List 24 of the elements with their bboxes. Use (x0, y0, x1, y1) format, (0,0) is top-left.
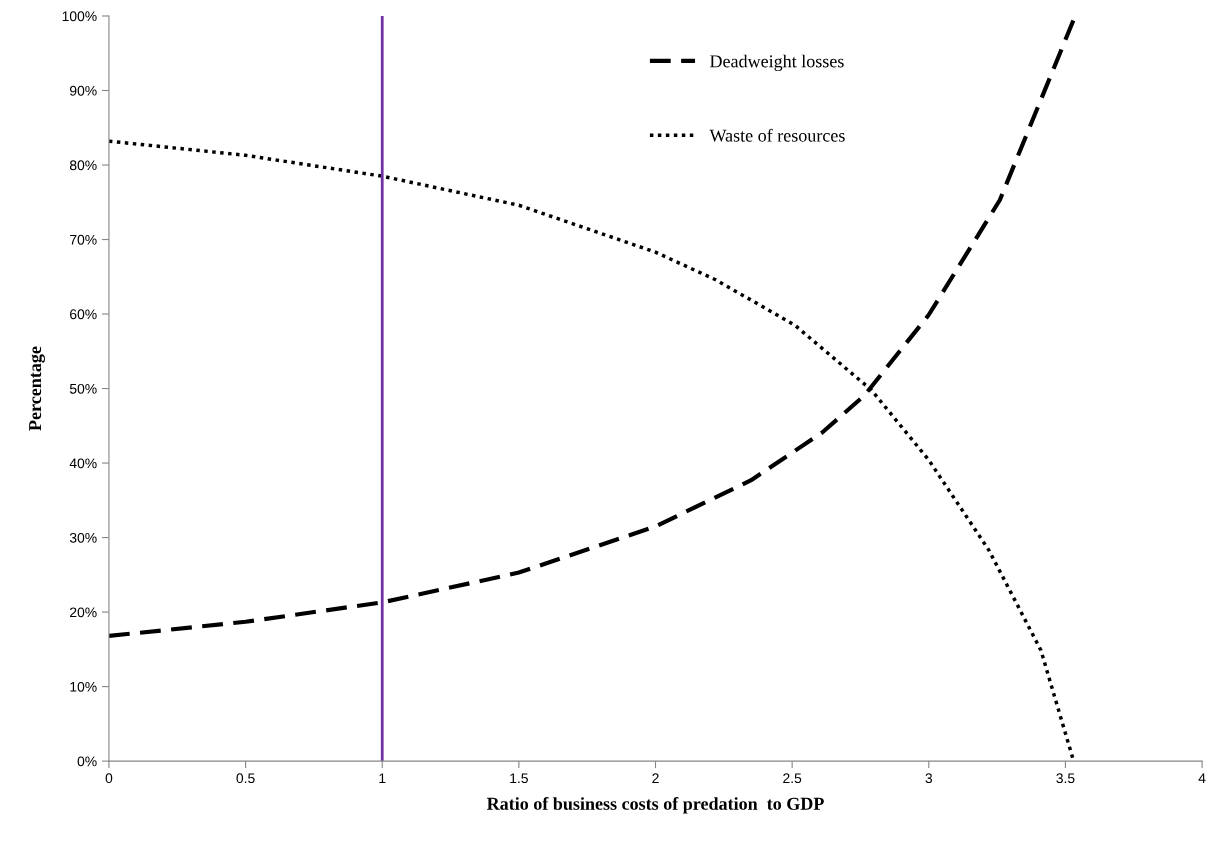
x-tick-label: 3.5 (1056, 773, 1075, 784)
y-tick-label: 0% (77, 756, 97, 767)
x-axis-title: Ratio of business costs of predation to GDP (486, 796, 824, 814)
x-tick-label: 1.5 (510, 773, 528, 784)
y-tick-label: 90% (69, 85, 97, 96)
x-tick-label: 2.5 (783, 773, 802, 784)
y-tick-label: 70% (70, 234, 97, 245)
y-tick-label: 100% (62, 11, 97, 22)
y-tick-label: 80% (69, 160, 97, 171)
x-tick-label: 0 (105, 773, 113, 784)
x-tick-label: 2 (652, 773, 659, 783)
x-tick-label: 4 (1198, 773, 1206, 783)
x-tick-label: 1 (379, 773, 386, 783)
y-tick-label: 10% (70, 681, 97, 692)
y-tick-label: 40% (69, 458, 97, 469)
y-tick-label: 20% (70, 607, 97, 618)
x-tick-label: 3 (925, 773, 933, 784)
x-tick-label: 0.5 (236, 773, 255, 784)
y-tick-label: 30% (69, 532, 97, 543)
y-tick-label: 50% (69, 383, 97, 394)
y-axis-title: Percentage (29, 346, 45, 431)
legend-label: Deadweight losses (710, 54, 844, 72)
legend-label: Waste of resources (709, 128, 845, 142)
y-tick-label: 60% (70, 309, 97, 320)
